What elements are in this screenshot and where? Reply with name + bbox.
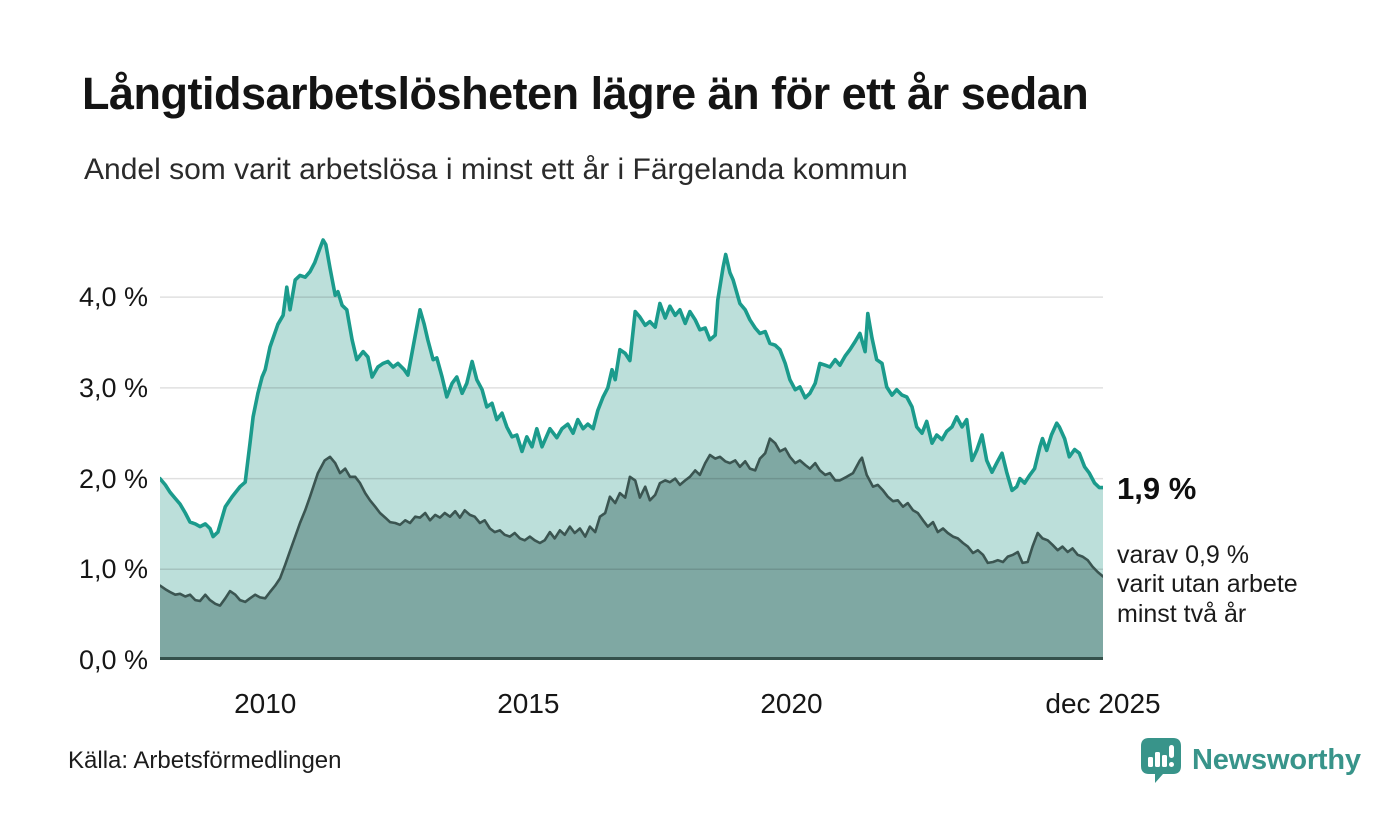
end-note-line: minst två år bbox=[1117, 599, 1247, 628]
y-tick-label: 1,0 % bbox=[78, 554, 148, 585]
x-tick-label: 2010 bbox=[234, 688, 297, 719]
y-tick-label: 0,0 % bbox=[78, 645, 148, 675]
area-chart bbox=[158, 238, 1105, 660]
x-tick-label: 2020 bbox=[760, 688, 823, 719]
end-value-label: 1,9 % bbox=[1117, 470, 1197, 506]
x-tick-label: dec 2025 bbox=[1045, 688, 1161, 719]
end-note-line: varav 0,9 % bbox=[1117, 540, 1250, 569]
series-min-two-years-area bbox=[160, 438, 1103, 660]
y-tick-label: 3,0 % bbox=[78, 372, 148, 403]
y-tick-label: 2,0 % bbox=[78, 463, 148, 494]
end-note-line: varit utan arbete bbox=[1117, 570, 1298, 599]
newsworthy-logo: Newsworthy bbox=[1141, 738, 1361, 783]
source-note: Källa: Arbetsförmedlingen bbox=[68, 747, 342, 774]
y-tick-label: 4,0 % bbox=[78, 282, 148, 313]
newsworthy-icon bbox=[1141, 738, 1181, 783]
end-note-label: varav 0,9 % varit utan arbete minst två år bbox=[1117, 541, 1298, 630]
series-min-one-year-line bbox=[158, 238, 1105, 539]
x-tick-label: 2015 bbox=[497, 688, 560, 719]
series-min-two-years-line bbox=[158, 437, 1105, 607]
chart-title: Långtidsarbetslösheten lägre än för ett … bbox=[82, 68, 1089, 119]
newsworthy-wordmark: Newsworthy bbox=[1192, 744, 1361, 776]
chart-subtitle: Andel som varit arbetslösa i minst ett å… bbox=[84, 153, 908, 186]
plot-area bbox=[158, 230, 1105, 660]
